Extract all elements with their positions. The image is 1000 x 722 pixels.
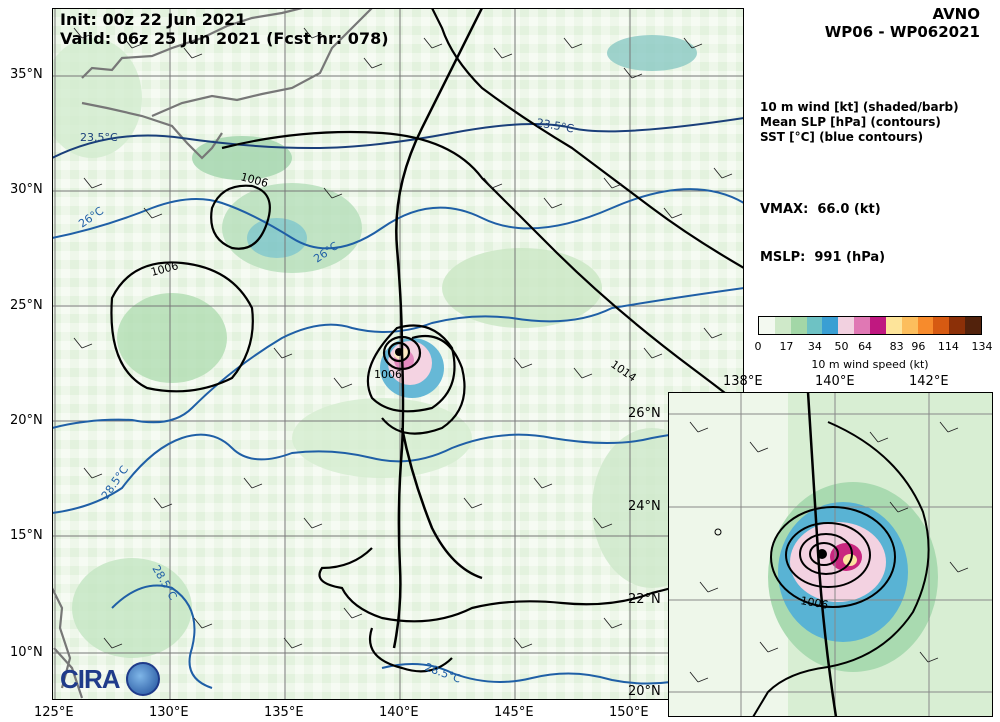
cira-logo: CIRA (60, 662, 160, 696)
field-legend: 10 m wind [kt] (shaded/barb) Mean SLP [h… (760, 100, 959, 145)
storm-center-marker (395, 348, 403, 356)
lon-label: 140°E (379, 705, 419, 720)
inset-station-marker (714, 528, 722, 536)
colorbar-segment (933, 317, 950, 334)
colorbar-label: 10 m wind speed (kt) (811, 358, 929, 371)
inset-lon-label: 140°E (815, 374, 855, 389)
colorbar-tick: 64 (858, 340, 873, 353)
inset-lon-label: 142°E (909, 374, 949, 389)
colorbar-segment (790, 317, 807, 334)
inset-lat-label: 22°N (628, 592, 661, 607)
storm-header: AVNO WP06 - WP062021 (825, 5, 980, 41)
inset-slp-contours (752, 421, 930, 717)
lat-label: 35°N (10, 67, 43, 82)
colorbar-segment (885, 317, 902, 334)
inset-storm-center (817, 549, 827, 559)
init-time: Init: 00z 22 Jun 2021 (60, 10, 247, 29)
wind-shading (52, 35, 712, 658)
colorbar-ticks: 0 17 34 50 64 83 96 114 134 (754, 340, 993, 356)
colorbar-tick: 17 (779, 340, 794, 353)
lat-label: 15°N (10, 528, 43, 543)
colorbar-segment (759, 317, 775, 334)
globe-icon (125, 662, 160, 696)
legend-wind: 10 m wind [kt] (shaded/barb) (760, 100, 959, 114)
colorbar-segment (774, 317, 791, 334)
sst-label: 23.5°C (535, 116, 575, 135)
colorbar-segment (949, 317, 966, 334)
storm-track (392, 8, 484, 649)
inset-graticule (668, 392, 993, 717)
sst-contours (52, 117, 744, 689)
lon-label: 130°E (149, 705, 189, 720)
slp-contours (110, 8, 744, 673)
coastline (52, 8, 373, 699)
colorbar-tick: 0 (754, 340, 762, 353)
forecast-header: Init: 00z 22 Jun 2021 Valid: 06z 25 Jun … (60, 10, 389, 48)
inset-lat-label: 26°N (628, 406, 661, 421)
colorbar-segment (854, 317, 871, 334)
inset-lat-label: 24°N (628, 499, 661, 514)
logo-text: CIRA (60, 663, 121, 694)
colorbar-segment (965, 317, 982, 334)
inset-slp-label: 1006 (799, 594, 829, 612)
colorbar-tick: 50 (834, 340, 849, 353)
slp-label: 1006 (374, 368, 402, 381)
colorbar-segment (806, 317, 823, 334)
colorbar-tick: 134 (971, 340, 993, 353)
colorbar-tick: 83 (889, 340, 904, 353)
colorbar-segment (917, 317, 934, 334)
model-name: AVNO (932, 5, 980, 23)
vmax-value: VMAX: 66.0 (kt) (760, 202, 881, 217)
lat-label: 20°N (10, 413, 43, 428)
storm-stats: VMAX: 66.0 (kt) MSLP: 991 (hPa) (760, 170, 885, 282)
valid-time: Valid: 06z 25 Jun 2021 (Fcst hr: 078) (60, 29, 389, 48)
inset-lat-label: 20°N (628, 684, 661, 699)
mslp-value: MSLP: 991 (hPa) (760, 250, 886, 265)
colorbar-segment (901, 317, 918, 334)
lat-label: 25°N (10, 298, 43, 313)
colorbar-segment (870, 317, 886, 334)
inset-lon-label: 138°E (723, 374, 763, 389)
legend-sst: SST [°C] (blue contours) (760, 130, 924, 144)
inset-wind-barbs (689, 421, 969, 683)
lat-label: 10°N (10, 645, 43, 660)
sst-label: 23.5°C (80, 131, 118, 144)
lon-label: 135°E (264, 705, 304, 720)
lon-label: 150°E (609, 705, 649, 720)
colorbar-tick: 114 (937, 340, 959, 353)
inset-band (668, 392, 788, 717)
storm-id: WP06 - WP062021 (824, 23, 980, 41)
colorbar-tick: 96 (911, 340, 926, 353)
main-map[interactable]: 1006 1006 1014 1006 23.5°C 23.5°C 26°C 2… (52, 8, 744, 700)
lon-label: 145°E (494, 705, 534, 720)
colorbar-segment (838, 317, 855, 334)
lat-label: 30°N (10, 182, 43, 197)
wind-colorbar (758, 316, 982, 335)
inset-frame (668, 392, 993, 717)
map-frame (52, 8, 744, 700)
colorbar-tick: 34 (807, 340, 822, 353)
inset-map[interactable]: 1006 (668, 392, 993, 717)
wind-barbs (73, 27, 733, 649)
colorbar-segment (822, 317, 839, 334)
legend-slp: Mean SLP [hPa] (contours) (760, 115, 941, 129)
lon-label: 125°E (34, 705, 74, 720)
